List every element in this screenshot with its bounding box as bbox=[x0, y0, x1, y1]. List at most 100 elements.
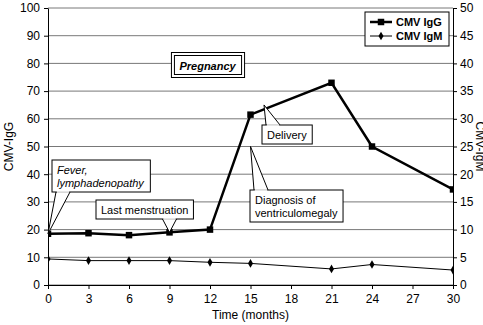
callout-joint bbox=[163, 218, 175, 220]
tick-label: 20 bbox=[460, 168, 474, 182]
marker bbox=[369, 260, 374, 269]
tick-label: 30 bbox=[460, 112, 474, 126]
tick-label: 30 bbox=[27, 195, 41, 209]
tick-mark bbox=[453, 285, 457, 286]
marker bbox=[126, 232, 132, 238]
tick-mark bbox=[453, 257, 457, 258]
tick-label: 18 bbox=[285, 292, 299, 306]
tick: 35 bbox=[453, 84, 474, 98]
callout-pointer bbox=[264, 105, 280, 125]
annotation-text: Fever,lymphadenopathy bbox=[57, 164, 145, 189]
tick-mark bbox=[210, 285, 211, 289]
tick-label: 15 bbox=[460, 195, 474, 209]
tick-label: 12 bbox=[204, 292, 218, 306]
tick-label: 20 bbox=[27, 223, 41, 237]
tick: 15 bbox=[453, 195, 474, 209]
tick-label: 10 bbox=[27, 251, 41, 265]
tick-label: 9 bbox=[167, 292, 174, 306]
callout-pointer bbox=[48, 192, 70, 234]
annotation-text: Delivery bbox=[267, 129, 307, 141]
tick: 10 bbox=[27, 251, 48, 265]
tick-mark bbox=[453, 174, 457, 175]
tick: 15 bbox=[244, 285, 258, 306]
marker bbox=[247, 111, 253, 117]
tick: 0 bbox=[33, 278, 48, 292]
tick-label: 45 bbox=[460, 29, 474, 43]
tick-mark bbox=[44, 202, 48, 203]
tick-label: 35 bbox=[460, 84, 474, 98]
grid-line bbox=[48, 91, 453, 92]
marker bbox=[48, 255, 51, 264]
marker bbox=[329, 265, 334, 274]
grid-line bbox=[48, 257, 453, 258]
tick-label: 10 bbox=[460, 223, 474, 237]
tick-mark bbox=[44, 285, 48, 286]
tick-mark bbox=[44, 257, 48, 258]
y-axis-title: CMV-IgG bbox=[2, 122, 16, 171]
legend: CMV IgGCMV IgM bbox=[365, 12, 449, 46]
callout-pointer bbox=[251, 147, 269, 191]
tick: 0 bbox=[45, 285, 52, 306]
tick: 30 bbox=[27, 195, 48, 209]
annotation-text: Diagnosis ofventriculomegaly bbox=[255, 194, 338, 219]
marker bbox=[369, 143, 375, 149]
callout-joint bbox=[267, 124, 279, 126]
tick-mark bbox=[129, 285, 130, 289]
series-line bbox=[48, 83, 453, 235]
tick-mark bbox=[453, 36, 457, 37]
tick: 90 bbox=[27, 29, 48, 43]
y2-axis-title: CMV-IgM bbox=[473, 121, 483, 171]
annotation-box bbox=[52, 160, 150, 192]
annotation-box bbox=[174, 56, 241, 75]
annotation-box bbox=[96, 200, 193, 219]
legend-box bbox=[365, 12, 449, 46]
tick: 25 bbox=[453, 140, 474, 154]
tick-mark bbox=[372, 285, 373, 289]
grid bbox=[48, 8, 453, 285]
grid-line bbox=[48, 8, 453, 9]
marker bbox=[207, 226, 213, 232]
annotation: Delivery bbox=[262, 105, 312, 144]
tick-label: 0 bbox=[45, 292, 52, 306]
tick-mark bbox=[44, 174, 48, 175]
tick-label: 40 bbox=[27, 168, 41, 182]
annotation: Pregnancy bbox=[171, 53, 244, 78]
tick-label: 80 bbox=[27, 57, 41, 71]
tick-mark bbox=[453, 147, 457, 148]
tick-mark bbox=[44, 147, 48, 148]
tick-mark bbox=[453, 8, 457, 9]
tick-mark bbox=[453, 91, 457, 92]
annotation-text: Last menstruation bbox=[101, 204, 188, 216]
tick: 21 bbox=[325, 285, 339, 306]
tick-mark bbox=[453, 119, 457, 120]
series-line bbox=[48, 259, 453, 270]
legend-marker bbox=[378, 19, 384, 25]
annotation-box bbox=[262, 125, 312, 144]
annotation-text: Pregnancy bbox=[179, 60, 236, 72]
marker bbox=[167, 256, 172, 265]
callout-joint bbox=[57, 191, 69, 193]
marker bbox=[207, 258, 212, 267]
tick-mark bbox=[48, 285, 49, 289]
tick-label: 60 bbox=[27, 112, 41, 126]
tick-label: 30 bbox=[447, 292, 461, 306]
annotation: Diagnosis ofventriculomegaly bbox=[250, 147, 343, 223]
legend-marker bbox=[378, 32, 383, 41]
x-axis: 036912151821242730 bbox=[45, 285, 460, 306]
tick-label: 25 bbox=[460, 140, 474, 154]
tick-mark bbox=[332, 285, 333, 289]
tick-label: 50 bbox=[460, 1, 474, 15]
tick: 50 bbox=[453, 1, 474, 15]
annotation-box bbox=[171, 53, 244, 78]
tick-mark bbox=[453, 230, 457, 231]
grid-line bbox=[48, 229, 453, 230]
annotation: Fever,lymphadenopathy bbox=[48, 160, 150, 234]
grid-line bbox=[48, 118, 453, 119]
tick: 45 bbox=[453, 29, 474, 43]
tick: 40 bbox=[453, 57, 474, 71]
tick: 27 bbox=[406, 285, 420, 306]
tick: 18 bbox=[285, 285, 299, 306]
tick: 3 bbox=[86, 285, 93, 306]
tick-mark bbox=[44, 91, 48, 92]
tick-label: 70 bbox=[27, 84, 41, 98]
